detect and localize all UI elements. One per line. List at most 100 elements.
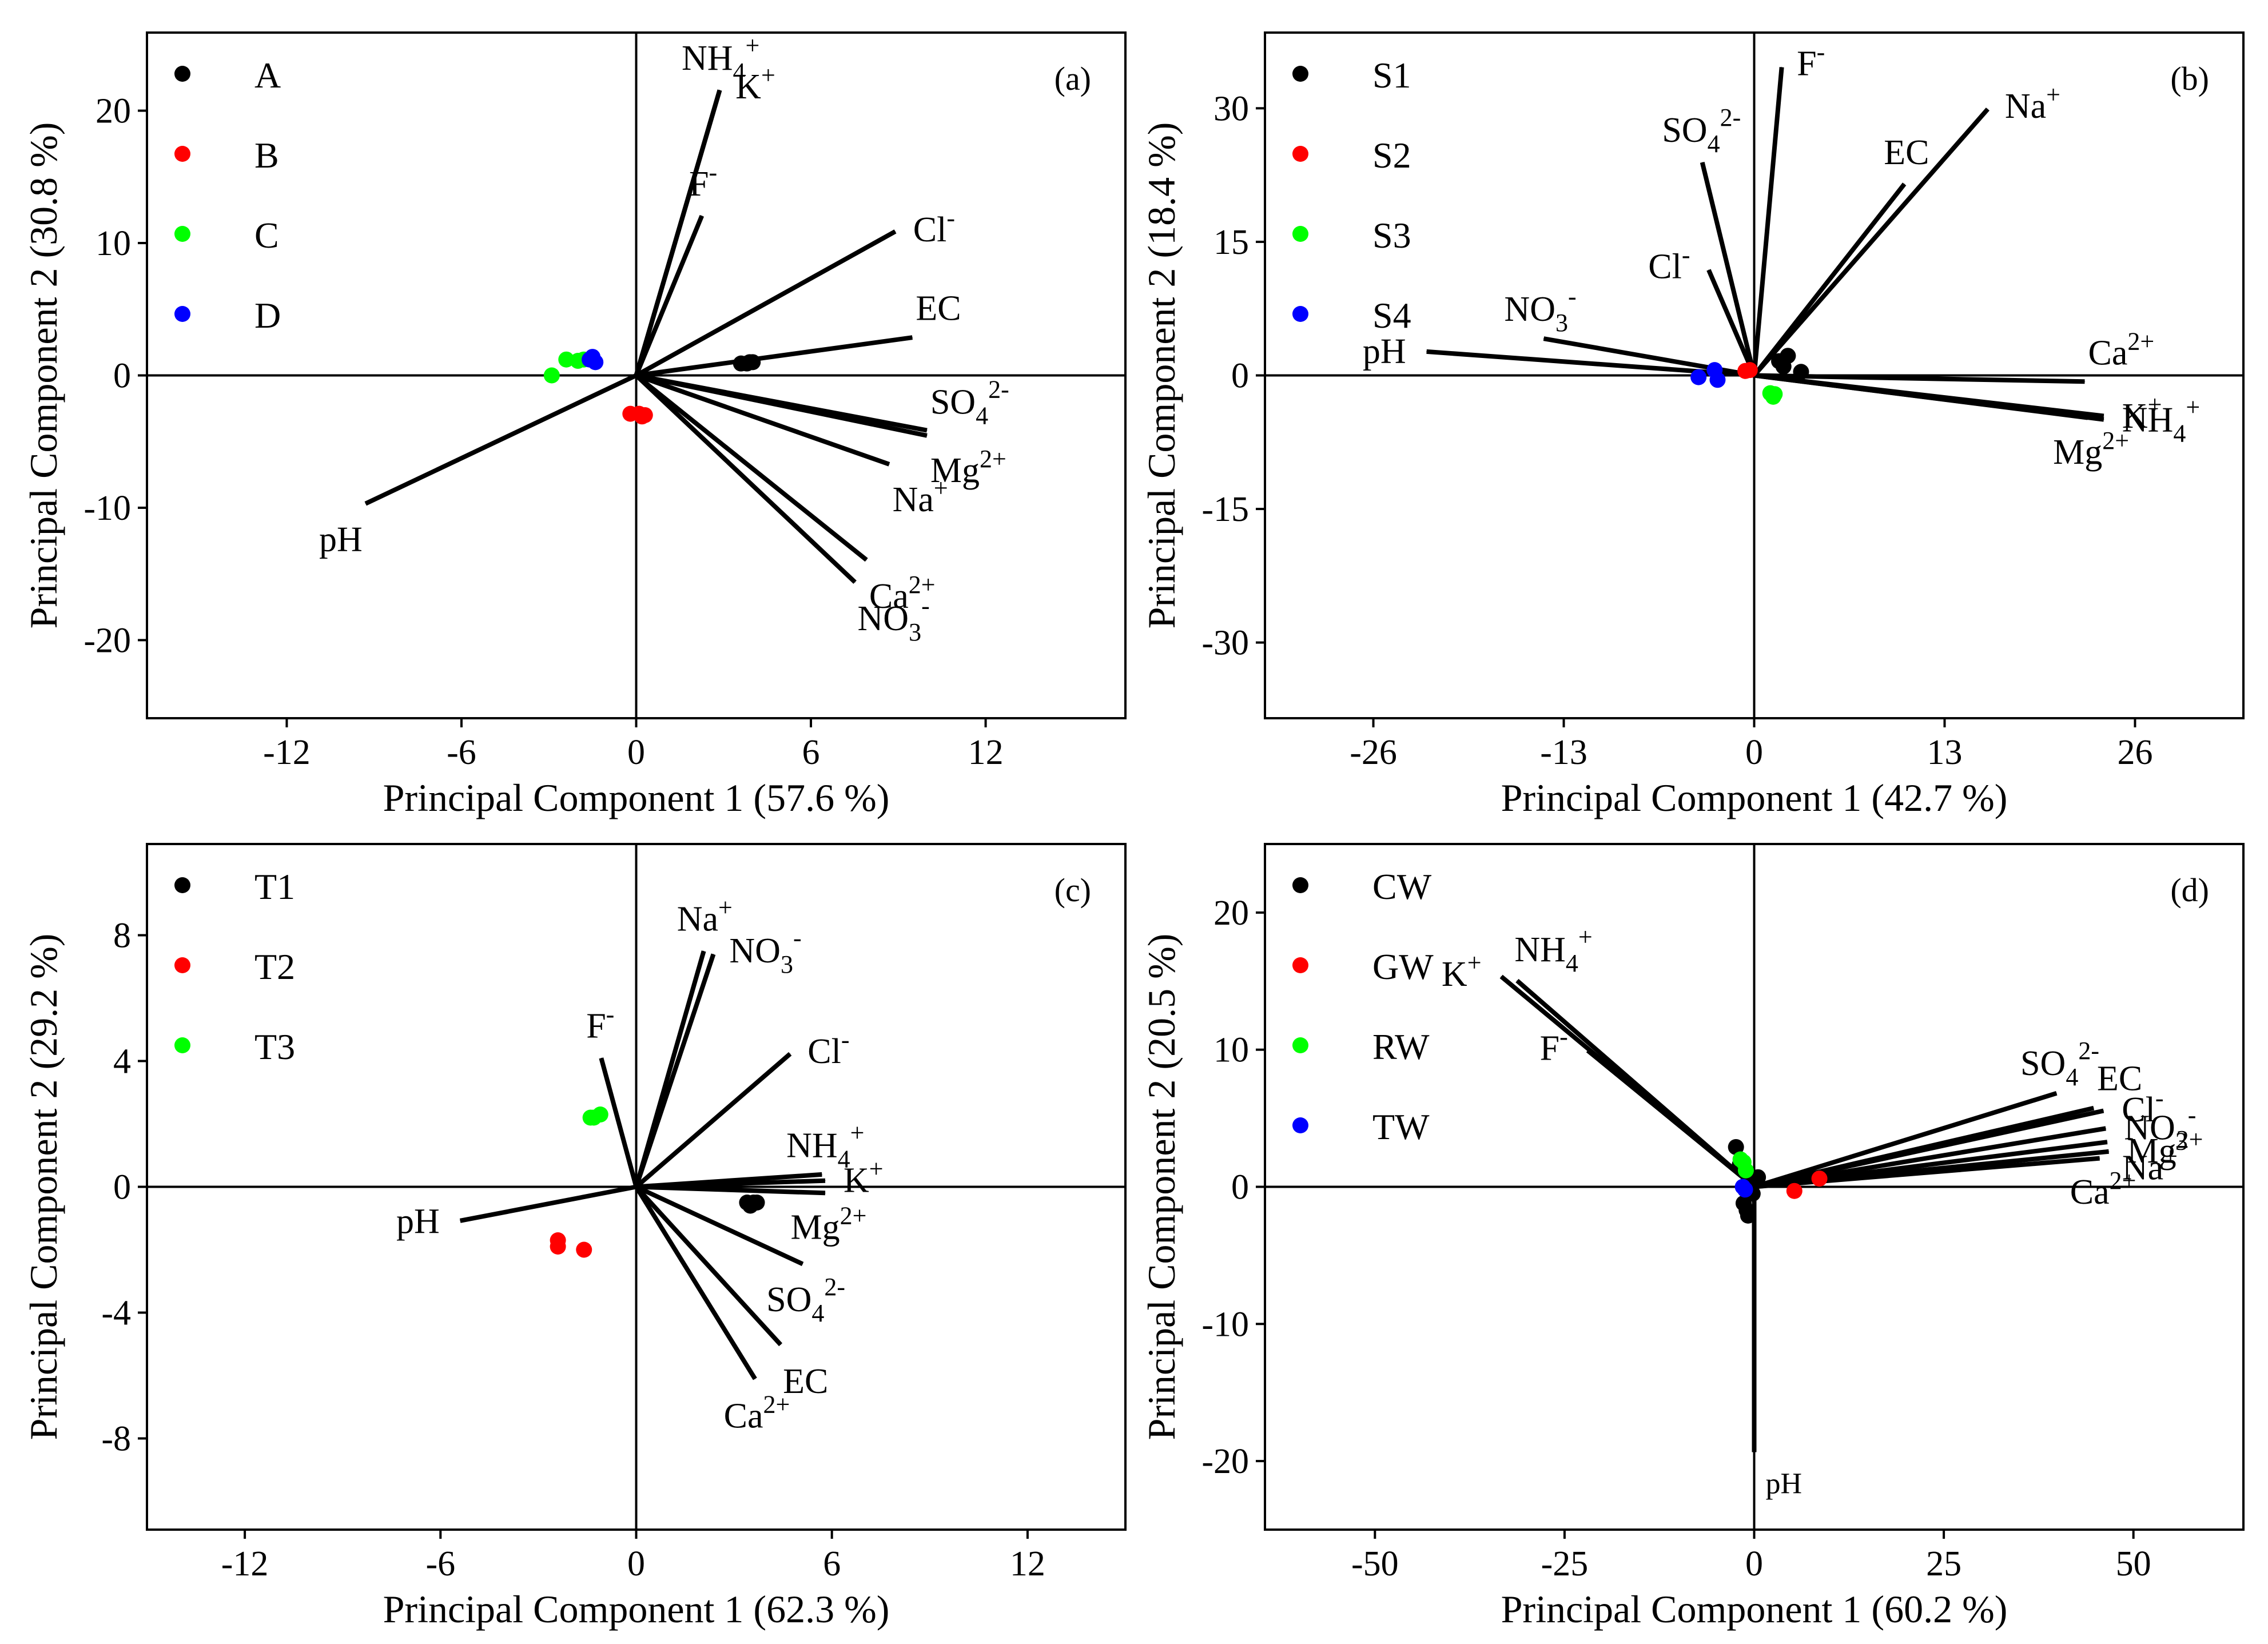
- legend-marker-c: [174, 226, 190, 242]
- chart-panel-b: -26 -13 0 13 26 -30 -15 0 15 30 Principal Componen…: [1140, 31, 2245, 819]
- loading-label-no3: NO3-: [2124, 1101, 2196, 1155]
- loading-label-so42: SO42-: [930, 376, 1009, 430]
- loading-arrow-no3: [634, 373, 857, 584]
- chart-panel-c: -12 -6 0 6 12 -8 -4 0 4 8 Principal Component 1 (6…: [22, 843, 1127, 1631]
- legend-label-gw: GW: [1372, 946, 1434, 987]
- y-tick-label: 10: [96, 224, 131, 263]
- loading-arrow-so42: [635, 1184, 804, 1267]
- y-tick-label: -20: [83, 621, 131, 660]
- loading-arrow-na: [1752, 108, 1990, 377]
- legend-marker-cw: [1292, 877, 1308, 893]
- loading-arrow-ph: [459, 1184, 637, 1223]
- y-tick-label: -15: [1201, 490, 1249, 529]
- x-tick-label: 0: [1745, 1545, 1763, 1583]
- legend-label-a: A: [254, 55, 281, 95]
- loading-arrow-ec: [634, 1185, 783, 1347]
- data-point-s4: [1690, 369, 1707, 385]
- legend-label-d: D: [254, 295, 281, 336]
- x-tick-label: 0: [627, 1545, 645, 1583]
- legend-marker-s1: [1292, 66, 1308, 82]
- loading-arrow-f: [1752, 66, 1784, 376]
- loading-label-ca2: Ca2+: [2088, 327, 2154, 372]
- x-tick-label: 12: [1010, 1545, 1045, 1583]
- loading-label-na: Na+: [893, 474, 948, 519]
- data-point-b: [631, 405, 647, 422]
- loading-label-mg2: Mg2+: [2127, 1125, 2203, 1171]
- y-tick-label: 15: [1213, 223, 1249, 262]
- panel-tag: (a): [1055, 60, 1091, 97]
- data-point-s2: [1741, 362, 1758, 379]
- loading-arrow-mg2: [1753, 373, 2088, 420]
- loading-arrow-no3: [634, 953, 716, 1188]
- y-tick-label: 10: [1213, 1031, 1249, 1070]
- loading-label-k: K+: [843, 1155, 884, 1200]
- loading-label-f: F-: [586, 1001, 614, 1046]
- data-point-cw: [1740, 1207, 1756, 1224]
- x-tick-label: -13: [1540, 733, 1587, 772]
- loading-label-nh4: NH4+: [1514, 923, 1592, 977]
- data-point-s1: [1775, 358, 1792, 375]
- loading-label-nh4: NH4+: [2122, 393, 2200, 447]
- loading-label-ph: pH: [319, 520, 363, 559]
- loading-arrow-ca2: [634, 373, 868, 562]
- y-tick-label: -10: [1201, 1305, 1249, 1344]
- loading-arrow-cl: [1753, 1108, 2104, 1189]
- x-tick-label: -6: [425, 1545, 455, 1583]
- panel-tag: (d): [2170, 871, 2209, 909]
- x-tick-label: -6: [447, 733, 476, 772]
- x-axis-title: Principal Component 1 (57.6 %): [383, 776, 890, 819]
- legend-marker-s3: [1292, 226, 1308, 242]
- y-tick-label: 0: [1231, 357, 1249, 396]
- y-tick-label: 30: [1213, 89, 1249, 128]
- loading-label-cl: Cl-: [2122, 1084, 2163, 1129]
- loading-label-so42: SO42-: [766, 1273, 845, 1327]
- legend-marker-s2: [1292, 146, 1308, 162]
- loading-arrow-k: [634, 89, 722, 376]
- legend-label-s1: S1: [1372, 55, 1411, 95]
- data-point-tw: [1737, 1181, 1753, 1198]
- loading-arrow-ec: [1752, 182, 1907, 377]
- x-tick-label: -12: [263, 733, 311, 772]
- y-tick-label: 4: [113, 1042, 131, 1081]
- loading-label-f: F-: [1540, 1022, 1568, 1068]
- x-tick-label: 13: [1927, 733, 1962, 772]
- loading-arrow-f: [1586, 1049, 1756, 1189]
- loading-label-ca2: Ca2+: [2070, 1167, 2136, 1212]
- loading-label-so42: SO42-: [2020, 1037, 2099, 1091]
- y-tick-label: 8: [113, 917, 131, 956]
- loading-label-nh4: NH4+: [786, 1119, 864, 1173]
- loading-arrow-ca2: [1754, 1156, 2100, 1189]
- data-point-gw: [1811, 1171, 1828, 1187]
- data-point-cw: [1750, 1169, 1766, 1185]
- legend-label-rw: RW: [1372, 1026, 1430, 1067]
- legend-label-tw: TW: [1372, 1106, 1430, 1147]
- data-point-gw: [1786, 1183, 1803, 1199]
- loading-arrow-mg2: [635, 373, 928, 438]
- legend-label-b: B: [254, 135, 279, 176]
- data-point-t2: [550, 1239, 566, 1255]
- data-point-cw: [1728, 1139, 1744, 1155]
- loading-label-no3: NO3-: [729, 924, 801, 978]
- loading-label-ec: EC: [1884, 133, 1929, 172]
- loading-arrow-ph: [364, 373, 638, 506]
- x-tick-label: 6: [802, 733, 820, 772]
- loading-arrow-f: [599, 1057, 639, 1188]
- x-tick-label: -26: [1350, 733, 1397, 772]
- loading-label-nh4: NH4+: [682, 31, 759, 86]
- loading-label-no3: NO3-: [1504, 282, 1576, 337]
- x-tick-label: 0: [627, 733, 645, 772]
- data-point-s4: [1709, 372, 1726, 388]
- loading-label-na: Na+: [2122, 1142, 2178, 1187]
- legend: S1 S2 S3 S4: [1292, 55, 1411, 336]
- legend-label-t1: T1: [254, 866, 295, 907]
- y-axis-title: Principal Component 2 (29.2 %): [22, 934, 65, 1440]
- legend-marker-t2: [174, 957, 190, 973]
- loading-label-cl: Cl-: [1648, 241, 1690, 286]
- loading-label-k: K+: [1442, 949, 1482, 994]
- loading-label-ec: EC: [783, 1362, 828, 1401]
- data-point-t1: [749, 1195, 765, 1211]
- loading-arrow-na: [635, 373, 890, 467]
- loading-label-na: Na+: [677, 894, 733, 939]
- loading-label-mg2: Mg2+: [791, 1202, 867, 1247]
